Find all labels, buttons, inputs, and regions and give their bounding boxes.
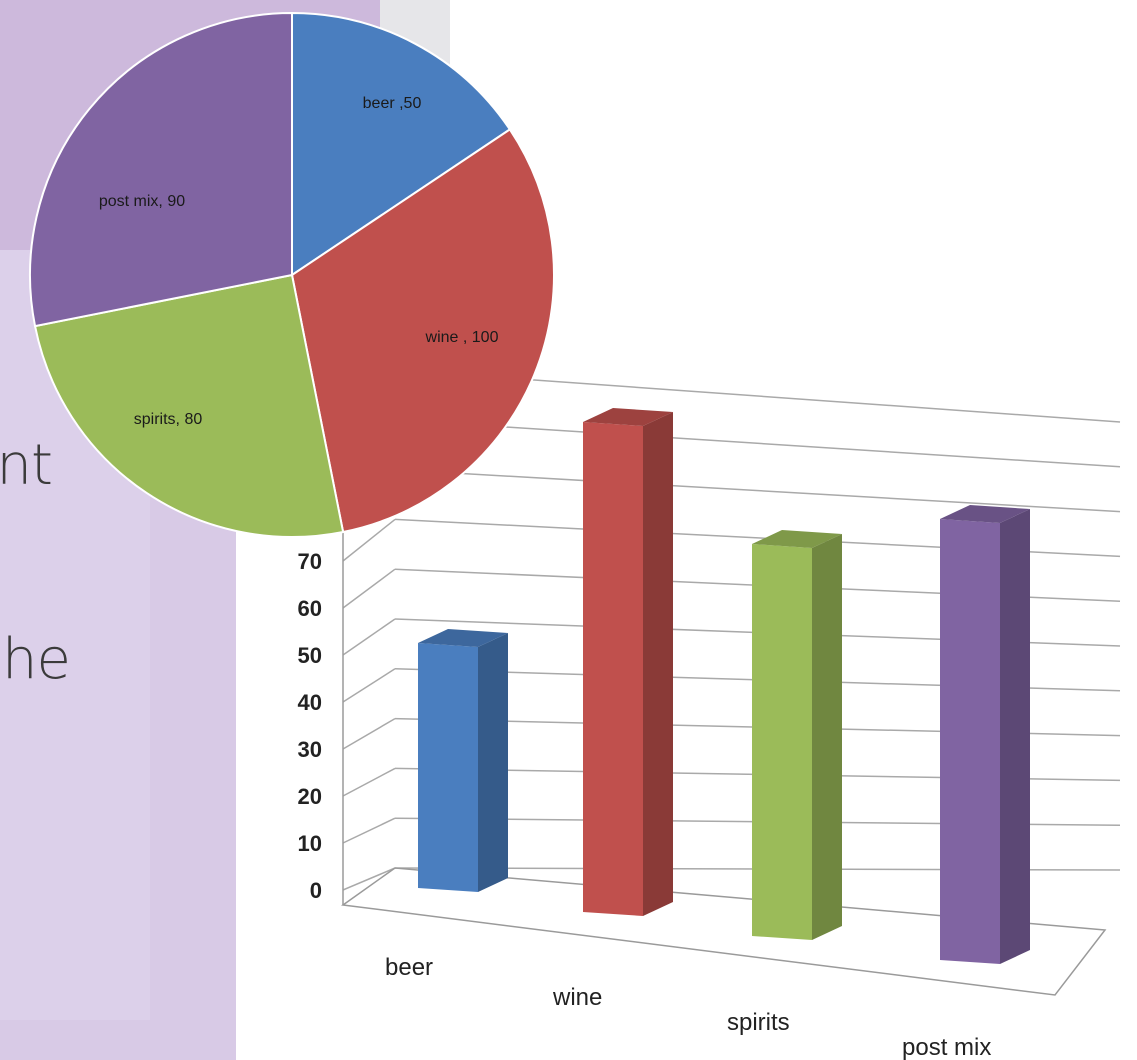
- gridline-side: [342, 568, 396, 609]
- gridline-side: [342, 717, 396, 750]
- pie-chart: beer ,50 wine , 100 spirits, 80 post mix, 9…: [29, 11, 555, 538]
- bar-spirits: [752, 530, 842, 940]
- bar-top: [752, 530, 842, 548]
- pie-data-label: beer ,50: [363, 95, 422, 112]
- x-category-label: beer: [385, 954, 433, 981]
- chart-floor: [340, 867, 1107, 996]
- x-category-label: wine: [552, 984, 602, 1011]
- y-tick-label: 30: [298, 737, 322, 762]
- y-tick-label: 60: [298, 596, 322, 621]
- x-category-label: post mix: [902, 1034, 991, 1060]
- bar-side: [643, 412, 673, 916]
- bar-post-mix: [940, 505, 1030, 964]
- pie-slice-beer: [291, 11, 512, 277]
- pie-slice-wine: [290, 128, 555, 534]
- bar-top: [418, 629, 508, 647]
- bar-front: [583, 422, 643, 916]
- gridline-side: [342, 767, 396, 797]
- y-tick-label: 50: [298, 643, 322, 668]
- gridline-side: [342, 618, 396, 656]
- bar-front: [752, 544, 812, 940]
- pie-slice-post-mix: [29, 11, 293, 328]
- slide-text-fragment: he: [2, 632, 70, 688]
- x-category-label: spirits: [727, 1009, 790, 1036]
- bar-beer: [418, 629, 508, 892]
- y-tick-label: 20: [298, 784, 322, 809]
- bar-side: [812, 534, 842, 940]
- slide-text-fragment: nt: [0, 438, 52, 494]
- pie-data-label: post mix, 90: [99, 193, 185, 210]
- bar-front: [940, 519, 1000, 964]
- bar-top: [940, 505, 1030, 523]
- gridline-side: [342, 668, 396, 703]
- bar-chart: 0 10 20 30 40 50 60 70 beer wine spirits post mix: [298, 369, 1121, 1060]
- bar-wine: [583, 408, 673, 916]
- gridline-side: [342, 518, 396, 562]
- pie-data-label: spirits, 80: [134, 411, 203, 428]
- bar-top: [583, 408, 673, 426]
- y-tick-label: 10: [298, 831, 322, 856]
- pie-slice-spirits: [33, 273, 345, 538]
- gridline-side: [342, 867, 396, 891]
- gridline-side: [342, 817, 396, 844]
- bar-side: [1000, 509, 1030, 964]
- y-tick-label: 70: [298, 549, 322, 574]
- gridline: [394, 419, 1121, 468]
- bar-front: [418, 643, 478, 892]
- gridline: [394, 468, 1121, 513]
- pie-data-label: wine , 100: [425, 329, 499, 346]
- y-tick-label: 40: [298, 690, 322, 715]
- bar-side: [478, 633, 508, 892]
- y-tick-label: 0: [310, 878, 322, 903]
